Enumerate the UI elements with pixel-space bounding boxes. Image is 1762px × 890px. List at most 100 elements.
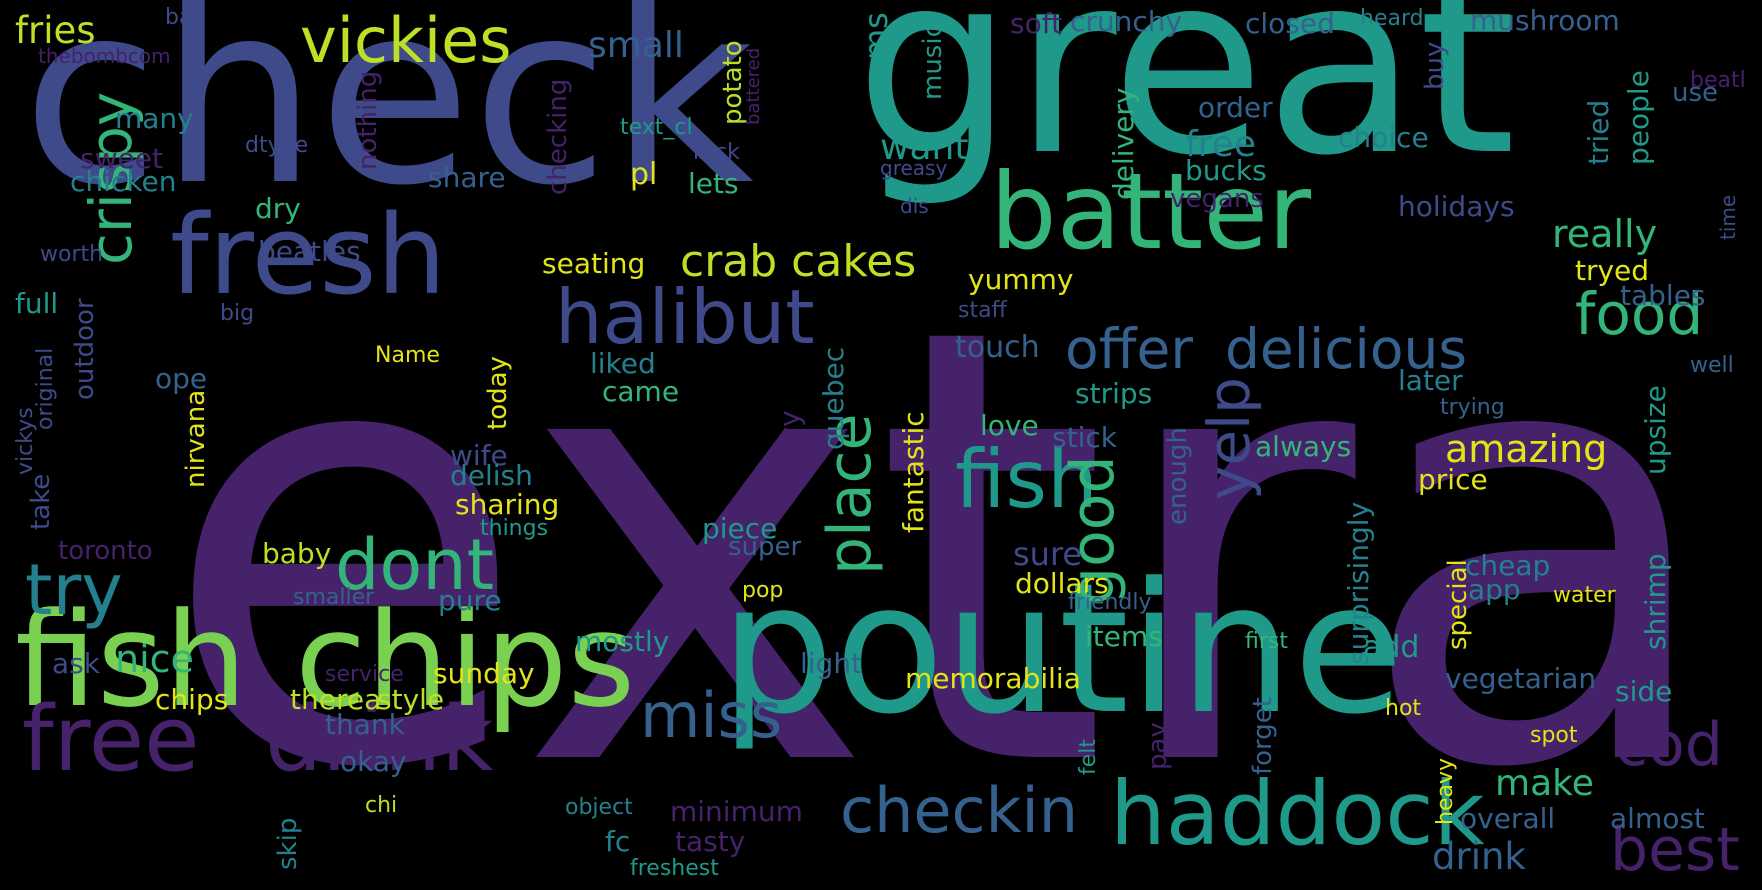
word-fantastic: fantastic [897,411,930,533]
word-make: make [1495,763,1594,804]
word-love: love [980,409,1039,442]
word-almost: almost [1610,802,1705,835]
word-seating: seating [542,247,646,280]
word-ask: ask [52,647,100,680]
word-choice: choice [1338,121,1429,154]
word-chips: chips [155,683,229,716]
word-side: side [1615,675,1673,708]
word-greasy: greasy [880,156,948,180]
word-fc: fc [605,825,631,858]
word-original: original [33,347,58,430]
word-outdoor: outdoor [70,298,100,400]
word-spot: spot [1530,723,1578,748]
word-offer: offer [1065,317,1193,381]
word-rock: rock [693,140,740,165]
word-drink: drink [265,687,494,792]
word-dry: dry [255,192,301,225]
word-object: object [565,795,633,820]
word-friendly: friendly [1068,590,1152,615]
word-beatl: beatl [1690,68,1746,93]
word-people: people [1622,70,1655,165]
word-baby: baby [262,537,332,570]
word-sunday: sunday [433,657,535,690]
word-items: items [1085,620,1163,653]
word-quebec: quebec [817,346,850,450]
word-ope: ope [155,362,208,395]
word-crunchy: crunchy [1070,5,1183,38]
word-forget: forget [1248,697,1278,775]
word-check: check [22,0,754,240]
word-staff: staff [958,298,1007,323]
word-food: food [1575,280,1704,348]
word-heard: heard [1360,6,1424,31]
word-piece: piece [702,512,778,545]
word-stick: stick [1052,421,1117,454]
word-wife: wife [450,439,508,472]
word-music: music [918,23,948,100]
word-liked: liked [590,347,656,380]
word-heavy: heavy [1433,758,1458,825]
word-option: option [268,437,357,470]
word-dtype: dtype [245,133,309,158]
word-free: free [22,687,200,792]
word-pop: pop [742,578,784,603]
word-vickys: vickys [13,407,38,475]
word-poutine: poutine [720,545,1404,754]
word-miss: miss [640,679,783,752]
word-trying: trying [1440,395,1505,420]
word-things: things [480,516,549,541]
word-super: super [728,532,802,562]
word-text-cl: text_cl [620,115,693,140]
word-felt: felt [1076,738,1101,775]
word-first: first [1245,629,1288,654]
word-fries: fries [15,9,96,52]
word-app: app [1468,573,1521,606]
word-dis: dis [900,194,929,218]
word-pl: pl [630,157,658,192]
word-cheap: cheap [1465,549,1551,582]
word-battered: battered [743,47,764,125]
word-bad: bad [165,5,207,30]
word-price: price [1418,463,1488,496]
word-sharing: sharing [455,488,560,521]
word-big: big [220,301,255,326]
word-style: style [377,683,445,716]
word-skip: skip [273,817,303,870]
word-yelp: yelp [1195,377,1263,500]
word-time: time [1716,194,1740,240]
word-always: always [1255,430,1352,463]
word-shrimp: shrimp [1639,553,1672,650]
word-use: use [1672,78,1719,108]
word-name: Name [375,343,440,368]
word-today: today [483,356,513,430]
word-vegetarian: vegetarian [1445,662,1597,695]
word-smaller: smaller [293,585,375,610]
word-share: share [428,161,506,194]
word-memorabilia: memorabilia [905,662,1081,695]
word-fresh: fresh [170,191,447,319]
word-delish: delish [450,459,533,492]
word-therea: therea [290,683,382,716]
word-holidays: holidays [1398,190,1515,223]
word-tasty: tasty [675,825,746,858]
word-take: take [26,473,56,530]
word-dont: dont [335,524,495,606]
word-small: small [588,25,684,66]
word-lets: lets [688,167,739,200]
word-buy: buy [1420,41,1450,90]
word-really: really [1552,212,1658,256]
word-cod: cod [1615,710,1723,780]
word-chips: chips [295,584,636,736]
word-light: light [800,647,863,680]
word-strips: strips [1075,377,1153,410]
word-enough: enough [1163,427,1193,525]
word-closed: closed [1245,7,1335,40]
word-checking: checking [543,78,573,195]
word-halibut: halibut [555,273,815,361]
word-well: well [1690,353,1734,378]
word-mostly: mostly [575,625,670,658]
word-try: try [25,549,123,631]
word-batter: batter [990,151,1312,273]
word-nirvana: nirvana [181,389,211,488]
